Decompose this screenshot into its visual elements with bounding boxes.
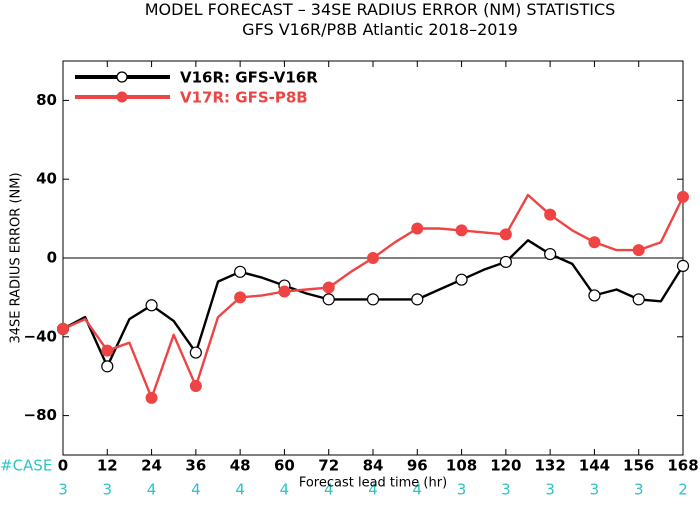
case-count: 3 — [58, 481, 68, 499]
data-point-v16r — [234, 265, 247, 278]
case-count: 3 — [501, 481, 511, 499]
x-tick-label: 144 — [579, 457, 610, 475]
case-count: 3 — [545, 481, 555, 499]
y-tick-label: −80 — [24, 406, 57, 424]
case-count: 4 — [147, 481, 157, 499]
series-layer — [56, 190, 690, 404]
x-tick-label: 168 — [667, 457, 698, 475]
x-tick-label: 120 — [490, 457, 521, 475]
y-axis-label: 34SE RADIUS ERROR (NM) — [9, 172, 24, 343]
x-axis-label: Forecast lead time (hr) — [299, 476, 447, 491]
x-tick-label: 36 — [185, 457, 206, 475]
case-count: 4 — [235, 481, 245, 499]
x-tick-label: 48 — [230, 457, 251, 475]
x-axis-ticks: 0 12 24 36 48 60 72 84 96 108 120 132 144 156 168 — [58, 61, 699, 475]
x-tick-label: 24 — [141, 457, 162, 475]
y-tick-label: 80 — [36, 91, 57, 109]
data-point-v16r — [632, 293, 645, 306]
x-tick-label: 96 — [407, 457, 428, 475]
legend-label-v17r: V17R: GFS-P8B — [180, 89, 308, 107]
data-point-v16r — [322, 293, 335, 306]
chart-subtitle: GFS V16R/P8B Atlantic 2018–2019 — [242, 20, 518, 39]
legend-marker-v17r — [116, 91, 128, 103]
data-point-v16r — [455, 273, 468, 286]
legend: V16R: GFS-V16R V17R: GFS-P8B — [75, 69, 318, 107]
y-tick-label: 0 — [47, 249, 57, 267]
data-point-v16r — [544, 247, 557, 261]
x-tick-label: 132 — [534, 457, 565, 475]
data-point-v16r — [676, 259, 690, 272]
case-row: #CASE 3 3 4 4 4 4 4 4 4 3 3 3 3 3 2 — [0, 457, 688, 499]
data-point-v17r — [189, 380, 202, 393]
case-count: 4 — [280, 481, 290, 499]
case-label: #CASE — [0, 457, 52, 475]
case-count: 4 — [191, 481, 201, 499]
x-tick-label: 108 — [446, 457, 477, 475]
data-point-v17r — [234, 291, 247, 304]
x-tick-label: 72 — [318, 457, 339, 475]
data-point-v16r — [189, 346, 202, 359]
data-point-v16r — [588, 289, 601, 302]
case-count: 3 — [590, 481, 600, 499]
data-point-v17r — [455, 224, 468, 237]
legend-marker-v16r — [116, 71, 128, 83]
case-count: 3 — [103, 481, 113, 499]
case-count: 4 — [324, 481, 334, 499]
case-count: 3 — [634, 481, 644, 499]
data-point-v16r — [411, 293, 424, 306]
data-point-v17r — [57, 322, 69, 335]
data-point-v16r — [366, 293, 380, 306]
data-point-v17r — [145, 391, 158, 404]
case-count: 4 — [368, 481, 378, 499]
x-tick-label: 84 — [363, 457, 384, 475]
data-point-v17r — [588, 236, 601, 249]
data-point-v17r — [544, 208, 557, 221]
data-point-v16r — [101, 360, 114, 373]
chart-title: MODEL FORECAST – 34SE RADIUS ERROR (NM) … — [145, 0, 616, 19]
x-tick-label: 0 — [58, 457, 68, 475]
data-point-v16r — [499, 255, 512, 269]
data-point-v17r — [677, 190, 689, 203]
data-point-v17r — [499, 228, 512, 241]
data-point-v17r — [632, 244, 645, 257]
data-point-v17r — [411, 222, 424, 235]
y-axis-ticks: −80 −40 0 40 80 — [24, 91, 683, 424]
data-point-v16r — [145, 299, 158, 312]
data-point-v17r — [278, 285, 291, 298]
case-count: 2 — [678, 481, 688, 499]
x-tick-label: 156 — [623, 457, 654, 475]
y-tick-label: 40 — [36, 170, 57, 188]
data-point-v17r — [367, 252, 379, 264]
case-count: 3 — [457, 481, 467, 499]
y-tick-label: −40 — [24, 327, 57, 345]
x-tick-label: 12 — [97, 457, 118, 475]
case-count: 4 — [413, 481, 423, 499]
x-tick-label: 60 — [274, 457, 295, 475]
data-point-v17r — [101, 344, 114, 357]
legend-label-v16r: V16R: GFS-V16R — [180, 69, 318, 87]
data-point-v17r — [322, 281, 335, 294]
